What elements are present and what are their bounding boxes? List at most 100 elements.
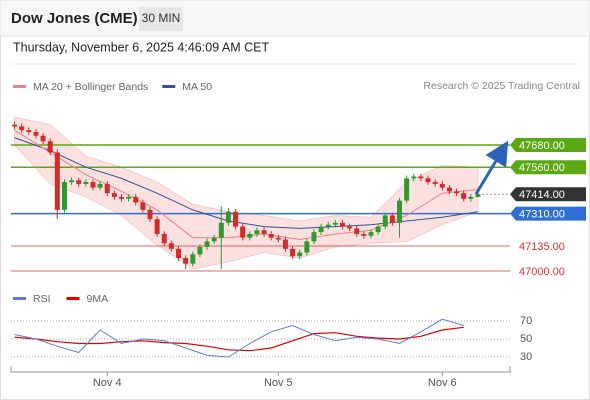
chart-title: Dow Jones (CME) [11,10,138,27]
level-box [510,206,586,221]
candle-body [176,248,182,259]
interval: 30 MIN [142,11,181,25]
candle-body [247,233,253,238]
candle-body [354,228,360,234]
level-label: 47135.00 [519,241,565,253]
rsi-tick-label: 30 [520,351,532,363]
candle-body [368,232,374,236]
candle-body [411,176,417,179]
candle-body [104,183,110,194]
candle-body [468,196,474,199]
candle-body [133,196,139,203]
candle-body [126,196,132,199]
candle-body [268,233,274,238]
legend-label: RSI [33,293,51,305]
interval-box [139,7,183,31]
candle-body [90,182,96,188]
candle-body [54,152,60,210]
candle-body [83,182,89,184]
candle-body [297,252,303,257]
candle-body [140,202,146,210]
candle-body [311,232,317,242]
candle-body [47,141,53,153]
legend-swatch [13,85,26,88]
candle-body [19,126,25,131]
candle-body [432,182,438,184]
candle-body [275,237,281,240]
legend-label: MA 50 [182,81,212,93]
candle-body [361,233,367,236]
candle-body [40,135,46,142]
level-box [510,138,586,153]
header-bar [0,0,590,36]
candle-body [389,215,395,223]
rsi-line [14,318,464,358]
candle-body [154,219,160,234]
candle-body [97,183,103,188]
candle-body [233,211,239,227]
legend-label: MA 20 + Bollinger Bands [33,81,148,93]
rsi-tick-label: 50 [520,333,532,345]
candle-body [261,230,267,234]
candle-body [347,226,353,229]
candle-body [111,193,117,197]
candle-body [425,178,431,183]
candle-body [118,196,124,199]
candle-body [33,132,39,136]
candle-body [211,237,217,242]
candle-body [454,191,460,194]
candle-body [197,246,203,255]
level-label: 47680.00 [519,140,565,152]
candle-body [475,194,481,197]
legend-label: 9MA [87,293,109,305]
candle-body [240,226,246,238]
level-label: 47310.00 [519,208,565,220]
candle-body [397,200,403,223]
candle-body [282,239,288,249]
candle-body [168,243,174,249]
candle-body [318,226,324,233]
candle-body [61,182,67,210]
candle-body [290,248,296,257]
rsi-tick-label: 70 [520,315,532,327]
candle-body [375,226,381,233]
candle-body [382,215,388,227]
legend-swatch [13,297,26,300]
level-label: 47000.00 [519,266,565,278]
subtitle: Thursday, November 6, 2025 4:46:09 AM CE… [13,40,270,54]
candle-body [190,254,196,264]
candle-body [69,180,75,183]
candle-body [332,222,338,225]
candle-body [339,222,345,227]
candle-body [439,183,445,188]
candle-body [325,224,331,227]
candle-body [304,241,310,253]
level-label: 47414.00 [519,189,565,201]
candle-body [12,124,18,127]
x-tick-label: Nov 6 [428,377,457,389]
level-label: 47560.00 [519,162,565,174]
candle-body [183,258,189,264]
forecast-arrow [474,140,509,195]
credit: Research © 2025 Trading Central [423,80,580,92]
candle-body [204,241,210,247]
legend-swatch [66,297,80,300]
candle-body [446,187,452,192]
level-box [510,160,586,175]
x-tick-label: Nov 4 [93,377,122,389]
candle-body [147,209,153,220]
candle-body [161,233,167,244]
candle-body [254,230,260,234]
x-tick-label: Nov 5 [264,377,293,389]
level-box [510,187,586,202]
candle-body [225,211,231,223]
candle-body [218,222,224,238]
candle-body [26,130,32,133]
legend-swatch [162,85,176,88]
candle-body [404,178,410,201]
candle-body [76,180,82,184]
candle-body [461,193,467,199]
candle-body [418,176,424,179]
